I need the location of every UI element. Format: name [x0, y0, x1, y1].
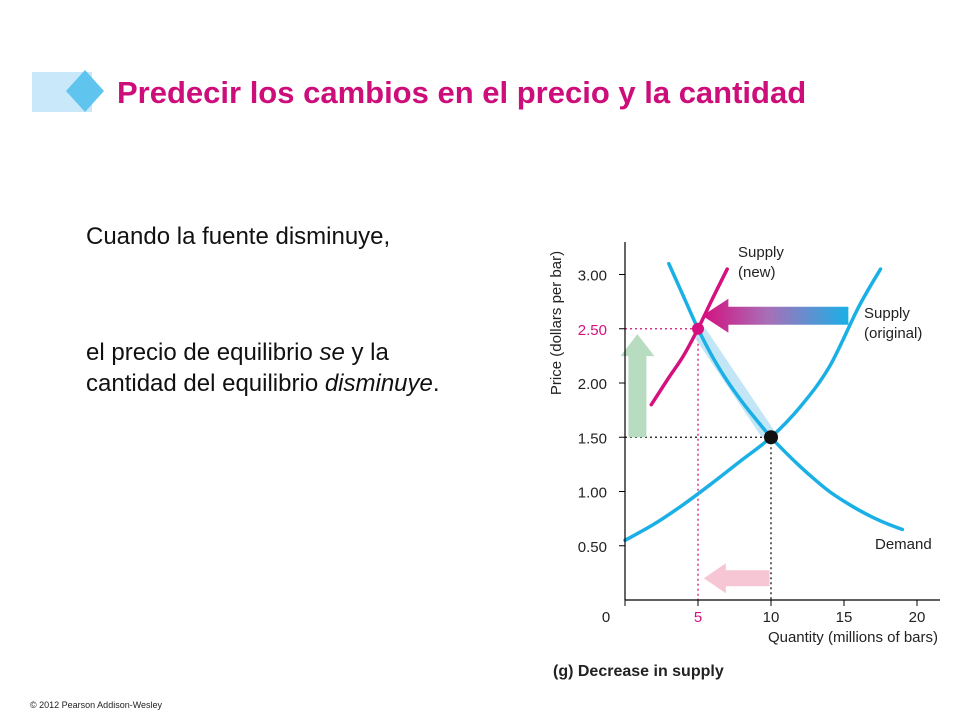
- paragraph-supply-decreases: Cuando la fuente disminuye,: [86, 223, 391, 250]
- para2-part-2: y la cantidad del equilibrio: [86, 339, 389, 397]
- y-tick-label: 1.00: [578, 485, 607, 502]
- x-tick-label: 15: [836, 609, 853, 626]
- supply-new-label: Supply: [738, 244, 784, 261]
- original-equilibrium-point: [764, 430, 778, 445]
- chart-caption: (g) Decrease in supply: [553, 663, 724, 680]
- title-diamond-decoration: [32, 70, 104, 112]
- paragraph-equilibrium-effects: el precio de equilibrio se y la cantidad…: [86, 337, 486, 399]
- y-axis-label: Price (dollars per bar): [548, 251, 565, 395]
- para2-period: .: [432, 370, 440, 397]
- chart-ticks: 0.50 1.00 1.50 2.00 2.50 3.00 0 5 10 15 20: [578, 268, 926, 627]
- new-equilibrium-point: [692, 322, 704, 335]
- para2-part-1: el precio de equilibrio: [86, 339, 320, 366]
- demand-curve-label: Demand: [875, 536, 932, 553]
- y-tick-label: 2.00: [578, 376, 607, 393]
- demand-curve: [667, 261, 905, 532]
- chart-curves: [623, 261, 905, 543]
- movement-along-demand-arrow: [693, 327, 774, 439]
- chart-guides: [625, 328, 772, 600]
- supply-new-label: (new): [738, 264, 776, 281]
- x-tick-label: 5: [694, 609, 702, 626]
- chart-points: [692, 322, 778, 445]
- y-tick-label: 2.50: [578, 322, 607, 339]
- chart-axes: [624, 242, 940, 601]
- supply-new-curve: [649, 267, 729, 407]
- para2-italic-2: disminuye: [324, 370, 433, 397]
- y-tick-label: 3.00: [578, 268, 607, 285]
- y-tick-label: 1.50: [578, 430, 607, 447]
- para2-italic-1: se: [319, 339, 345, 366]
- x-tick-label: 10: [763, 609, 780, 626]
- slide-title: Predecir los cambios en el precio y la c…: [117, 75, 807, 110]
- supply-shift-arrow: [702, 298, 849, 333]
- x-tick-label: 0: [602, 609, 610, 626]
- quantity-decrease-arrow: [703, 563, 770, 594]
- x-axis-label: Quantity (millions of bars): [768, 629, 938, 646]
- copyright-notice: © 2012 Pearson Addison-Wesley: [30, 700, 163, 710]
- price-increase-arrow: [620, 334, 655, 438]
- supply-original-label: Supply: [864, 305, 910, 322]
- supply-original-label: (original): [864, 325, 922, 342]
- chart-arrows: [620, 298, 849, 594]
- chart-labels: Quantity (millions of bars) Price (dollar…: [548, 244, 938, 680]
- x-tick-label: 20: [909, 609, 926, 626]
- y-tick-label: 0.50: [578, 539, 607, 556]
- supply-original-curve: [623, 267, 883, 543]
